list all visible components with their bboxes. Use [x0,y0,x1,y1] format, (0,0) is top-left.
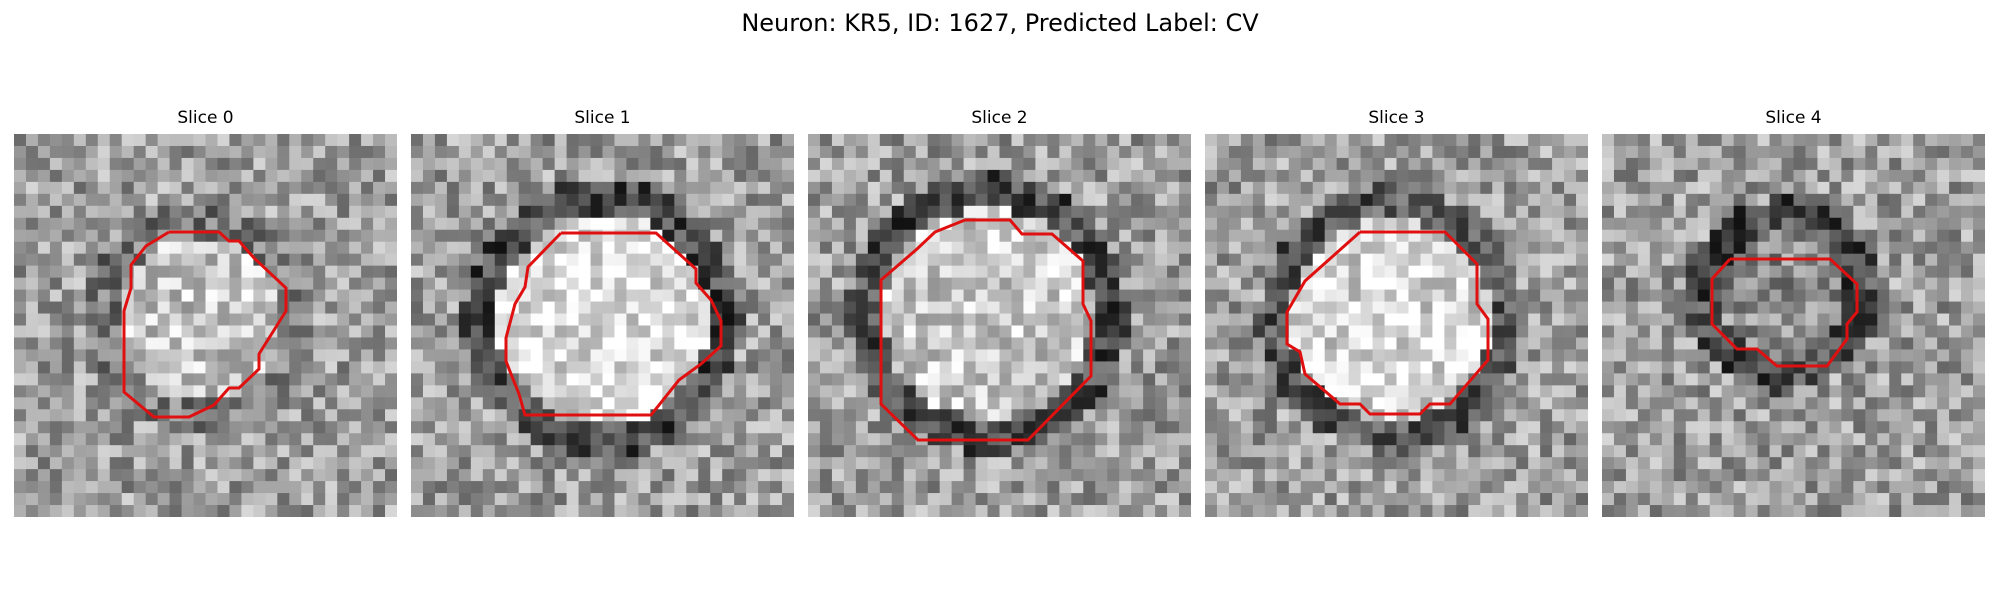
pixel-grid-0 [14,134,397,517]
slice-image-3 [1205,134,1588,517]
slice-panel-4: Slice 4 [1602,108,1985,517]
slice-panel-3: Slice 3 [1205,108,1588,517]
slice-title-3: Slice 3 [1368,108,1425,128]
figure-title: Neuron: KR5, ID: 1627, Predicted Label: … [741,9,1259,37]
slice-panel-2: Slice 2 [808,108,1191,517]
contour-outline-2 [879,218,1093,442]
slice-title-1: Slice 1 [574,108,631,128]
contour-outline-1 [504,231,723,417]
slice-panel-0: Slice 0 [14,108,397,517]
contour-outline-0 [122,230,288,419]
slice-image-2 [808,134,1191,517]
slice-panel-1: Slice 1 [411,108,794,517]
slice-image-1 [411,134,794,517]
slice-title-2: Slice 2 [971,108,1028,128]
pixel-grid-1 [411,134,794,517]
contour-outline-3 [1285,230,1490,416]
slice-title-0: Slice 0 [177,108,234,128]
pixel-grid-3 [1205,134,1588,517]
contour-outline-4 [1710,257,1859,368]
slice-image-4 [1602,134,1985,517]
pixel-grid-2 [808,134,1191,517]
pixel-grid-4 [1602,134,1985,517]
slice-title-4: Slice 4 [1765,108,1822,128]
slice-image-0 [14,134,397,517]
